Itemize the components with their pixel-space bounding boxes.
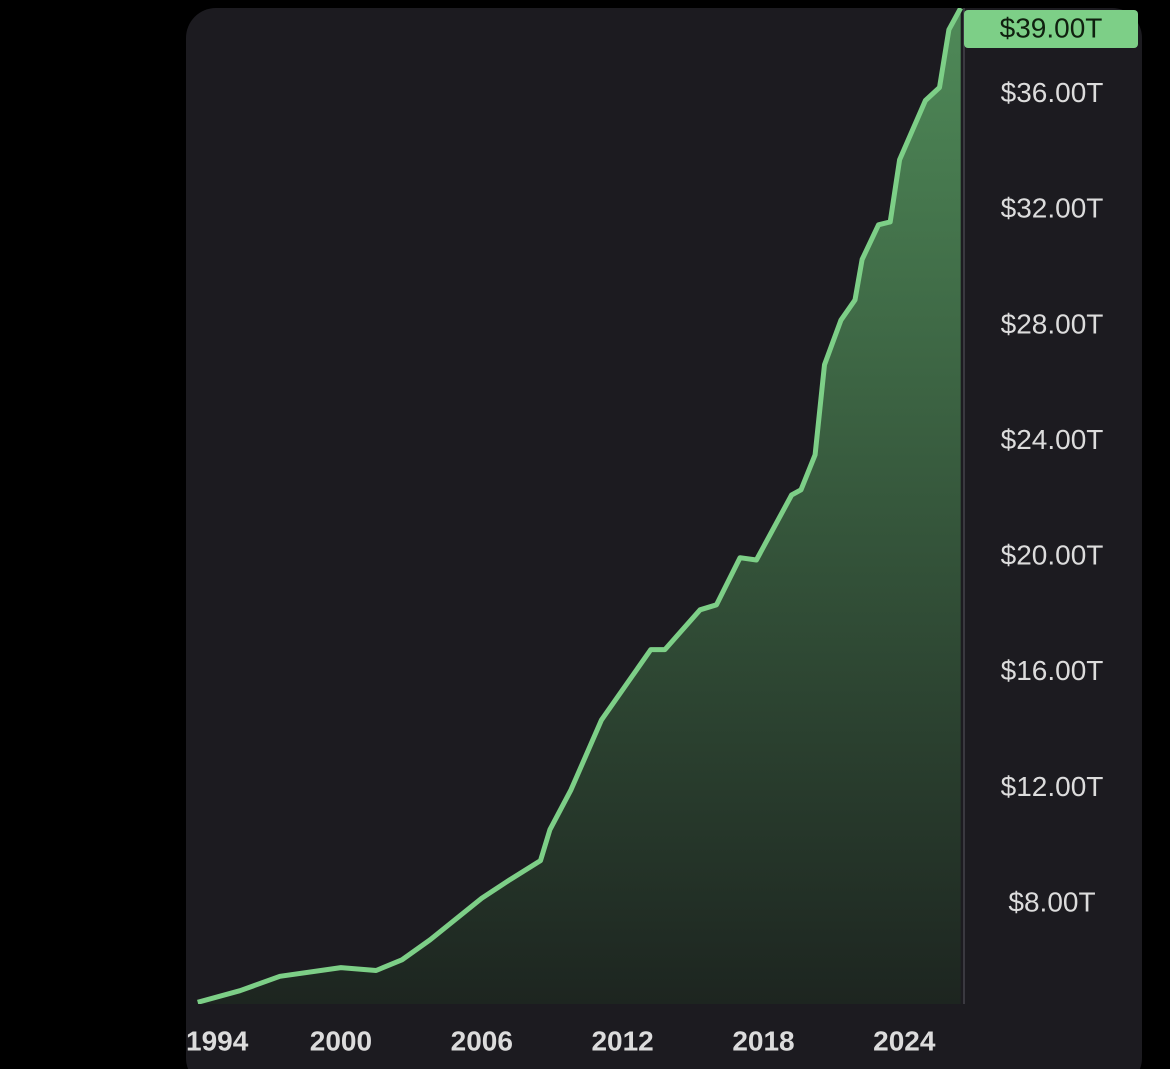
x-tick-label: 2006 — [451, 1025, 513, 1056]
current-value-tag — [964, 10, 1138, 48]
x-tick-label: 2018 — [732, 1025, 794, 1056]
y-tick-label: $12.00T — [1001, 771, 1104, 802]
y-tick-label: $20.00T — [1001, 540, 1104, 571]
line — [197, 8, 963, 1004]
x-tick-label: 2000 — [310, 1025, 372, 1056]
y-tick-label: $36.00T — [1001, 77, 1104, 108]
y-tick-label: $24.00T — [1001, 424, 1104, 455]
y-tick-label: $16.00T — [1001, 655, 1104, 686]
y-tick-label: $32.00T — [1001, 193, 1104, 224]
plot-area — [197, 8, 963, 1004]
y-tick-label: $28.00T — [1001, 308, 1104, 339]
x-tick-label: 1994 — [186, 1025, 249, 1056]
y-tick-label: $8.00T — [1008, 886, 1095, 917]
area-fill — [197, 8, 961, 1004]
x-tick-label: 2012 — [591, 1025, 653, 1056]
x-tick-label: 2024 — [873, 1025, 936, 1056]
current-value-label: $39.00T — [1000, 12, 1103, 43]
